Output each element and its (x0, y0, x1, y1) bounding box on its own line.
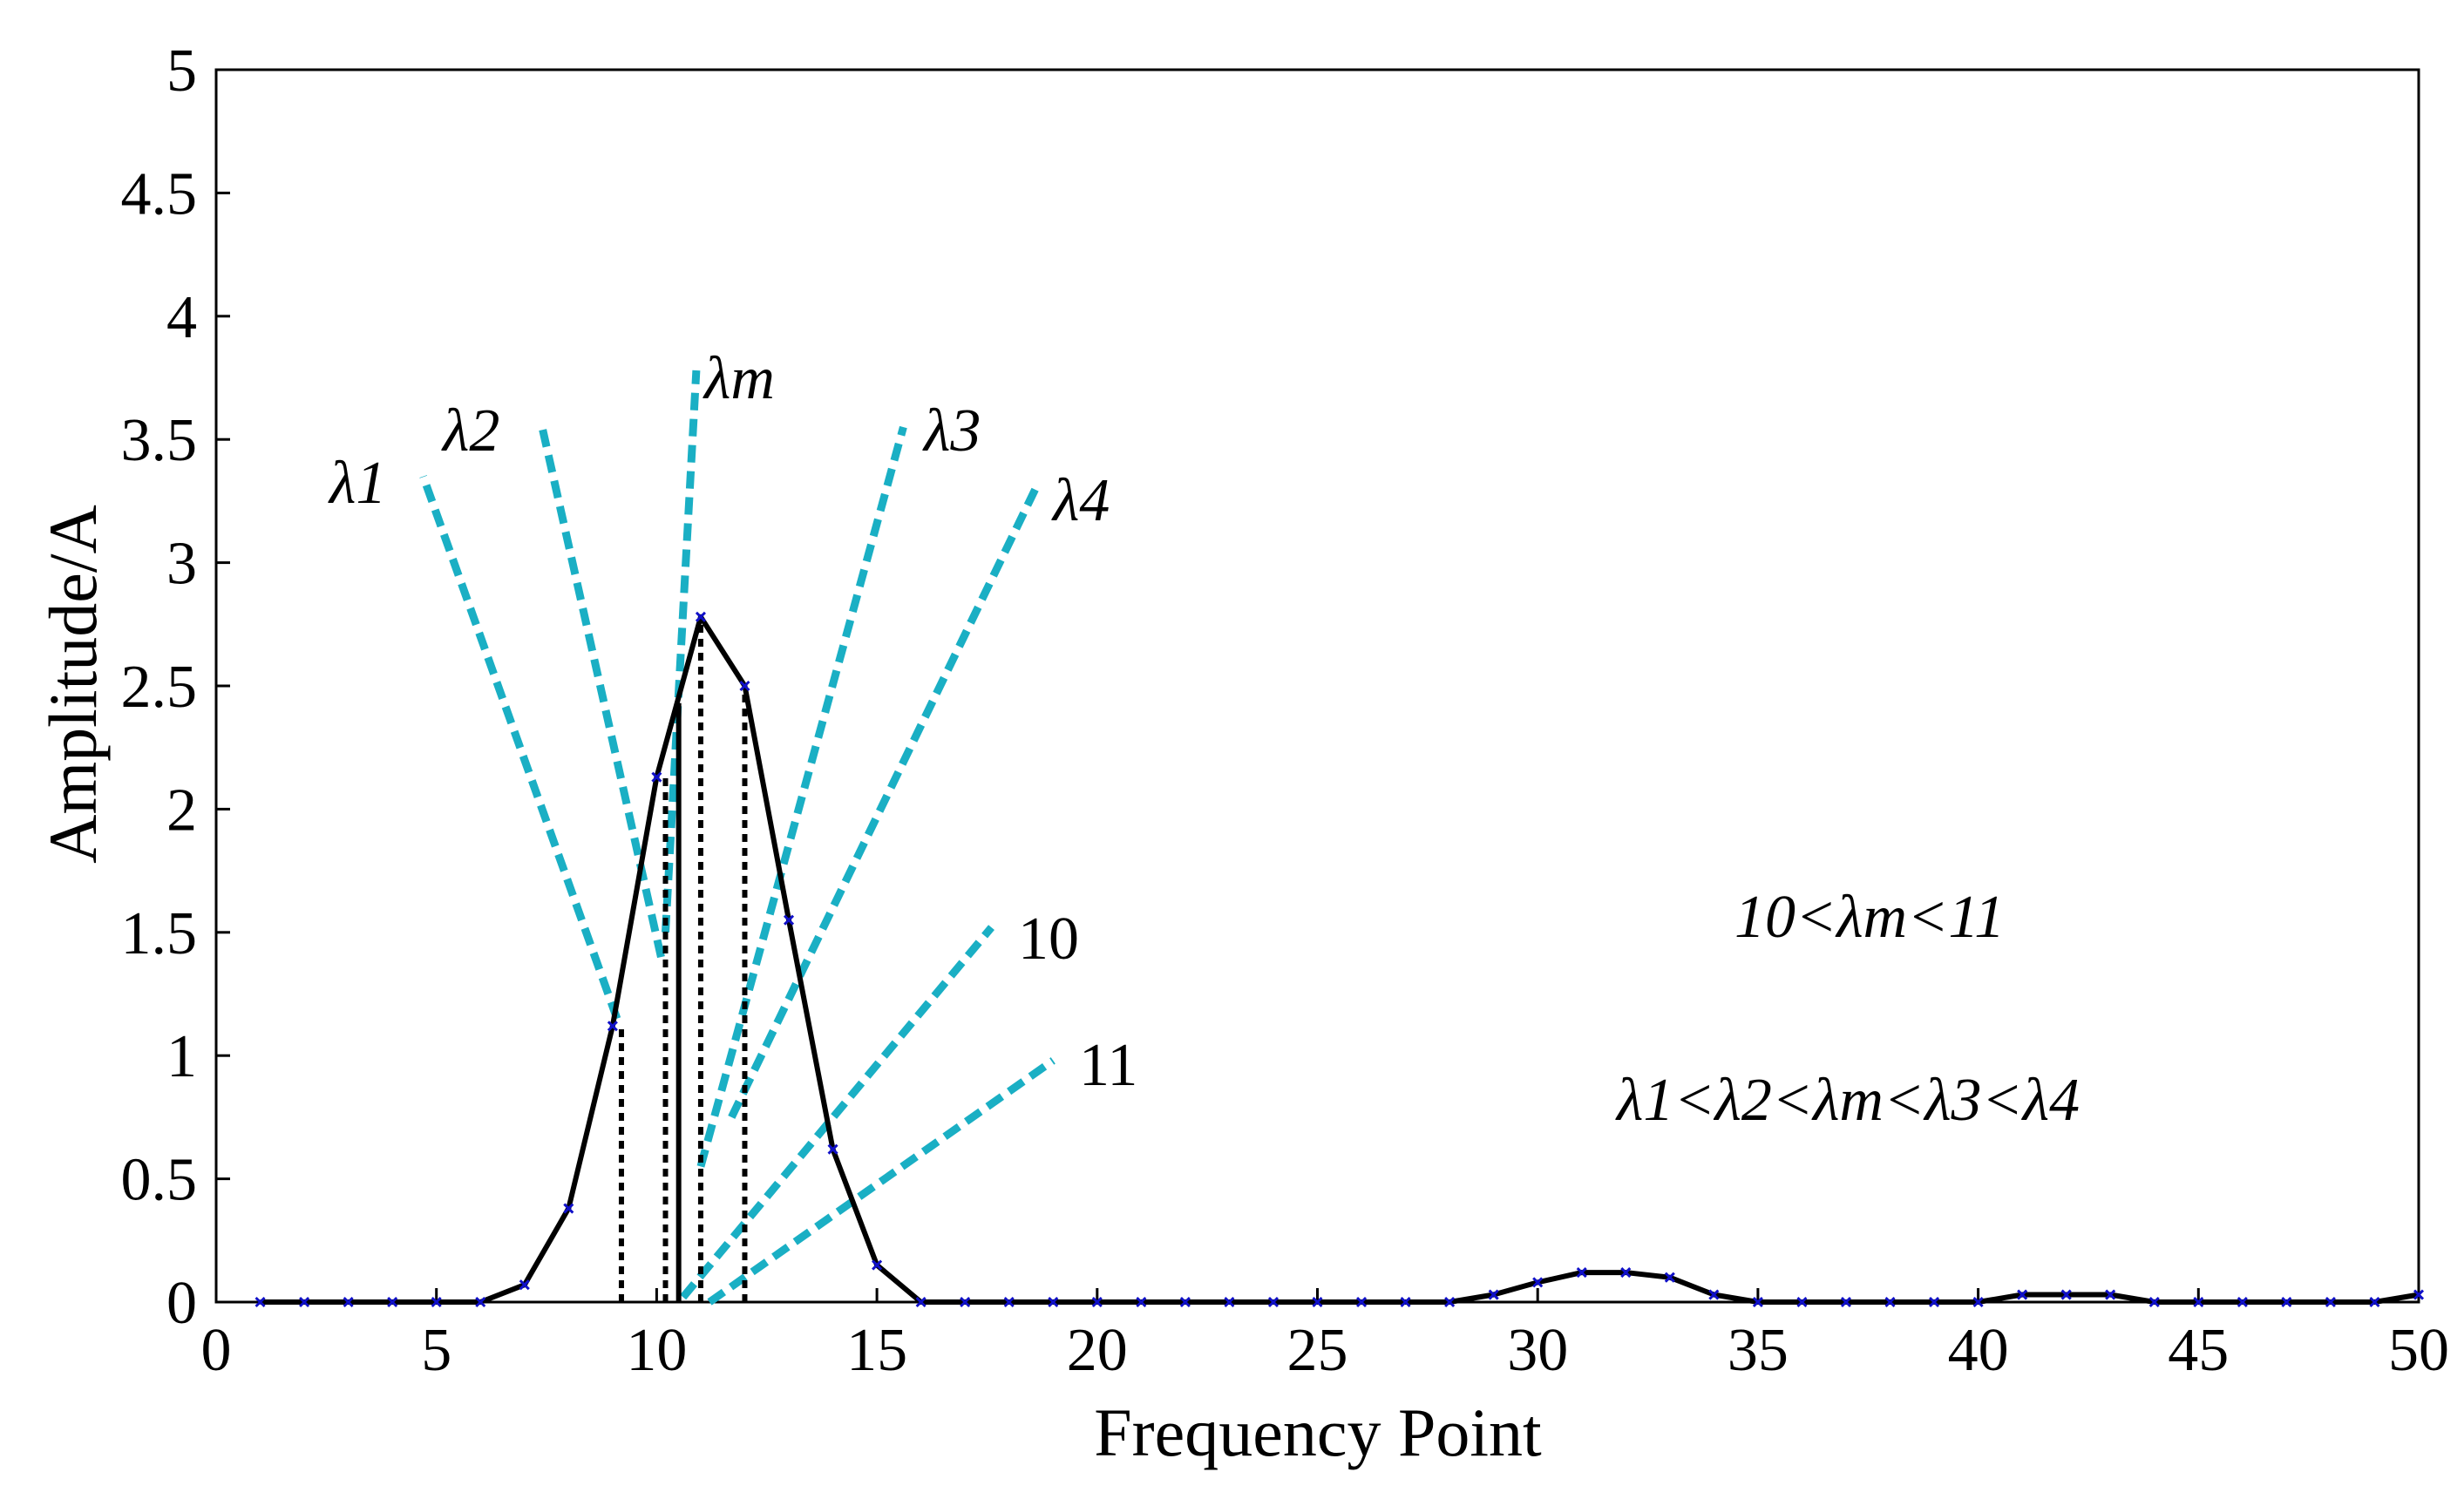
data-point (299, 1296, 310, 1308)
data-point (2281, 1296, 2292, 1308)
data-point (651, 771, 662, 783)
x-axis-ticks: 0 5 10 15 20 25 30 35 40 45 50 (201, 1288, 2449, 1384)
data-point (1928, 1296, 1940, 1308)
data-point (2413, 1289, 2425, 1300)
data-point (1312, 1296, 1323, 1308)
pointer-line (419, 475, 621, 1021)
data-point (2060, 1289, 2072, 1300)
annotation-range: 10<λm<11 (1734, 884, 2005, 951)
data-point (1444, 1296, 1456, 1308)
pointer-line (662, 370, 701, 933)
y-tick-label: 1 (166, 1023, 197, 1090)
y-tick-label: 3 (166, 531, 197, 598)
series-layer (255, 611, 2425, 1308)
pointer-label-lambda4: λ4 (1051, 467, 1110, 534)
data-point (607, 1021, 618, 1032)
y-tick-label: 0 (166, 1270, 197, 1337)
data-point (1664, 1272, 1675, 1283)
pointer-line (680, 925, 994, 1300)
y-tick-label: 2 (166, 777, 197, 844)
data-point (343, 1296, 354, 1308)
data-point (960, 1296, 971, 1308)
data-point (1708, 1289, 1720, 1300)
pointer-label-lambda2: λ2 (441, 397, 499, 465)
x-tick-label: 45 (2168, 1317, 2229, 1384)
pointer-label-lambdam: λm (703, 345, 775, 412)
data-point (1796, 1296, 1808, 1308)
data-point (2105, 1289, 2116, 1300)
vertical-markers (618, 616, 748, 1302)
x-tick-label: 20 (1067, 1317, 1128, 1384)
data-point (1752, 1296, 1763, 1308)
x-tick-label: 35 (1728, 1317, 1789, 1384)
data-point (739, 680, 750, 692)
series-line (260, 614, 2420, 1305)
data-point (2237, 1296, 2248, 1308)
pointer-line (696, 425, 907, 1168)
x-tick-label: 40 (1948, 1317, 2009, 1384)
data-point (431, 1296, 442, 1308)
data-point (1179, 1296, 1191, 1308)
pointer-lines (419, 370, 1056, 1306)
x-tick-label: 5 (421, 1317, 451, 1384)
data-point (1576, 1266, 1587, 1279)
y-tick-label: 1.5 (121, 900, 198, 967)
data-point (2148, 1296, 2160, 1308)
y-tick-label: 5 (166, 37, 197, 105)
pointer-label-11: 11 (1079, 1032, 1137, 1099)
data-point (1048, 1296, 1059, 1308)
data-point (255, 1296, 266, 1308)
x-tick-label: 10 (626, 1317, 687, 1384)
x-tick-label: 25 (1287, 1317, 1348, 1384)
y-tick-label: 4 (166, 284, 197, 351)
data-point (387, 1296, 398, 1308)
data-point (2193, 1296, 2204, 1308)
x-tick-label: 15 (846, 1317, 907, 1384)
data-point (827, 1143, 838, 1155)
y-axis-title: Amplitude/A (35, 505, 111, 864)
pointer-label-lambda3: λ3 (922, 397, 981, 465)
data-point (915, 1296, 927, 1308)
data-point (475, 1296, 486, 1308)
data-point (1532, 1277, 1544, 1288)
data-point (2369, 1296, 2380, 1308)
data-point (1136, 1296, 1147, 1308)
data-point (1355, 1296, 1368, 1308)
data-point (872, 1259, 883, 1271)
pointer-line (707, 1057, 1056, 1306)
y-tick-label: 4.5 (121, 160, 198, 227)
data-point (695, 611, 707, 622)
data-point (2325, 1296, 2336, 1308)
pointer-line (728, 486, 1040, 1119)
data-point (519, 1279, 530, 1291)
annotation-order: λ1<λ2<λm<λ3<λ4 (1615, 1067, 2080, 1134)
data-point (1884, 1296, 1896, 1308)
y-tick-label: 2.5 (121, 654, 198, 721)
pointer-label-10: 10 (1018, 906, 1079, 973)
data-point (1267, 1296, 1280, 1308)
data-point (1003, 1296, 1015, 1308)
data-point (1224, 1296, 1235, 1308)
x-tick-label: 0 (201, 1317, 232, 1384)
data-point (783, 914, 795, 926)
x-axis-title: Frequency Point (1094, 1394, 1542, 1470)
pointer-label-lambda1: λ1 (328, 450, 386, 517)
y-tick-label: 0.5 (121, 1147, 198, 1214)
data-point (2017, 1289, 2028, 1300)
pointer-line (538, 426, 665, 959)
data-point (1972, 1296, 1984, 1308)
data-point (1488, 1289, 1499, 1300)
data-point (1620, 1266, 1632, 1279)
data-point (1400, 1296, 1411, 1308)
x-tick-label: 30 (1507, 1317, 1568, 1384)
data-point (1840, 1296, 1852, 1308)
y-tick-label: 3.5 (121, 407, 198, 474)
y-axis-ticks: 0 0.5 1 1.5 2 2.5 3 3.5 4 4.5 5 (121, 37, 230, 1337)
plot-frame (214, 68, 2420, 1304)
data-point (563, 1203, 574, 1214)
x-tick-label: 50 (2388, 1317, 2449, 1384)
data-point (1091, 1296, 1103, 1308)
